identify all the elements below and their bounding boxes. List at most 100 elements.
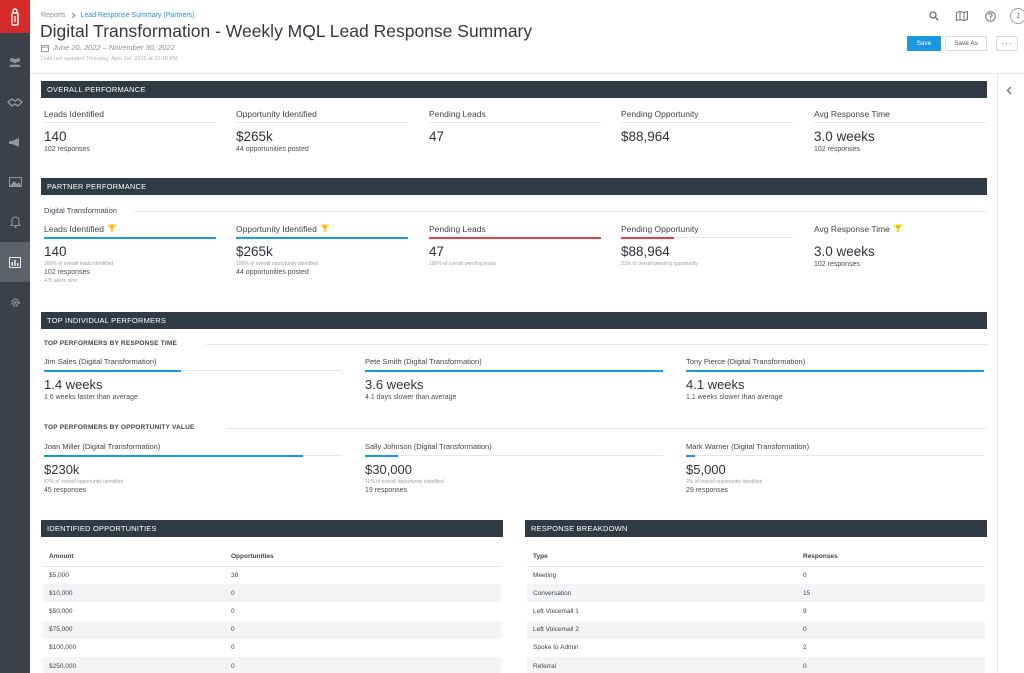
performer-value: 4.1 weeks [686, 377, 745, 392]
overall-pending-opportunity: Pending Opportunity $88,964 [621, 108, 793, 146]
overall-leads-identified: Leads Identified 140 102 responses [44, 108, 216, 153]
save-as-button[interactable]: Save As [945, 36, 987, 51]
table-row: $10,000 0 [43, 584, 501, 603]
performer-percent-note: 2% of overall opportunity identified [686, 479, 763, 485]
table-row: Meeting 0 [527, 566, 985, 585]
stat-divider [429, 122, 601, 123]
performer-value: $230k [44, 462, 80, 477]
collapse-panel-button[interactable] [1006, 82, 1012, 100]
stat-bar-fill [236, 236, 408, 239]
app-logo[interactable] [0, 0, 30, 33]
breadcrumb: Reports Lead Response Summary (Partners) [41, 12, 195, 19]
nav-item-settings[interactable] [0, 282, 30, 322]
stat-label: Opportunity Identified [236, 108, 317, 119]
search-button[interactable] [926, 8, 942, 24]
stat-bar-track [429, 236, 601, 239]
cell-amount: $10,000 [43, 584, 225, 603]
map-icon [956, 11, 968, 21]
column-header-opportunities[interactable]: Opportunities [225, 548, 501, 567]
gear-icon [10, 297, 20, 307]
image-icon [8, 177, 22, 187]
performer-card: Joan Miller (Digital Transformation) $23… [44, 442, 342, 494]
stat-value: $88,964 [621, 244, 670, 259]
help-button[interactable] [982, 8, 998, 24]
stat-bar-track [236, 236, 408, 239]
header-icons: J [926, 8, 1024, 24]
performer-name: Jim Sales (Digital Transformation) [44, 357, 157, 366]
performer-bar-fill [686, 454, 695, 457]
cell-count: 0 [225, 602, 501, 621]
save-button[interactable]: Save [907, 36, 941, 51]
cell-count: 0 [797, 656, 985, 673]
stat-label-row: Opportunity Identified [236, 223, 408, 234]
stat-percent-note: 100% of overall pending leads [429, 261, 496, 267]
column-header-type[interactable]: Type [527, 548, 797, 567]
stat-label-row: Avg Response Time [814, 223, 986, 234]
more-options-button[interactable]: ··· [996, 36, 1018, 51]
user-avatar[interactable]: J [1010, 8, 1024, 24]
stat-value: 140 [44, 129, 67, 144]
performer-bar-track [365, 369, 663, 372]
response-breakdown-table: Type Responses Meeting 0 Conversation 15 L… [527, 548, 985, 673]
stat-extra-note: 475 alerts sent [44, 278, 77, 284]
stat-value: 3.0 weeks [814, 129, 875, 144]
cell-type: Left Voicemail 2 [527, 620, 797, 639]
cell-count: 0 [797, 566, 985, 585]
stat-sub: 102 responses [44, 146, 90, 153]
column-header-responses[interactable]: Responses [797, 548, 985, 567]
users-icon [9, 58, 21, 67]
left-nav [0, 0, 30, 673]
opportunities-table: Amount Opportunities $5,000 38 $10,000 0 $… [43, 548, 501, 673]
performer-value: 3.6 weeks [365, 377, 424, 392]
logo-icon [11, 7, 19, 26]
table-header-row: Type Responses [527, 548, 985, 567]
performer-bar-fill [44, 454, 304, 457]
stat-label-row: Leads Identified [44, 223, 216, 234]
partner-pending-opportunity: Pending Opportunity $88,964 31% of overa… [621, 223, 793, 269]
stat-value: $265k [236, 244, 273, 259]
trophy-icon [108, 224, 116, 234]
performer-percent-note: 87% of overall opportunity identified [44, 479, 124, 485]
performer-name: Sally Johnson (Digital Transformation) [365, 442, 492, 451]
breadcrumb-root[interactable]: Reports [41, 12, 66, 19]
nav-item-partners[interactable] [0, 82, 30, 122]
cell-amount: $75,000 [43, 620, 225, 639]
stat-label: Leads Identified [44, 108, 105, 119]
partner-name-divider [134, 211, 987, 212]
cell-type: Referral [527, 656, 797, 673]
performer-bar-track [44, 454, 342, 457]
table-header-row: Amount Opportunities [43, 548, 501, 567]
performer-sub: 1.6 weeks faster than average [44, 394, 138, 401]
partner-opportunity-identified: Opportunity Identified $265k 100% of ove… [236, 223, 408, 278]
breadcrumb-current[interactable]: Lead Response Summary (Partners) [80, 12, 195, 19]
cell-count: 0 [225, 620, 501, 639]
identified-opportunities-header: IDENTIFIED OPPORTUNITIES [41, 520, 503, 537]
column-header-amount[interactable]: Amount [43, 548, 225, 567]
table-row: Conversation 15 [527, 584, 985, 603]
nav-item-media[interactable] [0, 162, 30, 202]
stat-sub: 102 responses [814, 261, 860, 268]
cell-count: 0 [225, 656, 501, 673]
nav-item-alerts[interactable] [0, 202, 30, 242]
megaphone-icon [9, 138, 19, 147]
chevron-right-icon [71, 12, 76, 19]
performer-bar-fill [686, 369, 984, 372]
stat-sub: 44 opportunities posted [236, 146, 309, 153]
stat-percent-note: 100% of overall opportunity identified [236, 261, 318, 267]
stat-label: Opportunity Identified [236, 223, 317, 234]
table-row: $5,000 38 [43, 566, 501, 585]
map-button[interactable] [954, 8, 970, 24]
table-row: $50,000 0 [43, 602, 501, 621]
nav-item-reports[interactable] [0, 242, 30, 282]
stat-divider [621, 122, 793, 123]
nav-item-contacts[interactable] [0, 42, 30, 82]
date-range[interactable]: June 20, 2022 – November 30, 2022 [41, 43, 175, 52]
table-row: $75,000 0 [43, 620, 501, 639]
performer-name: Joan Miller (Digital Transformation) [44, 442, 161, 451]
nav-item-campaigns[interactable] [0, 122, 30, 162]
stat-bar-track [621, 236, 793, 239]
page-title: Digital Transformation - Weekly MQL Lead… [40, 21, 533, 41]
stat-sub: 102 responses [44, 269, 90, 276]
overall-pending-leads: Pending Leads 47 [429, 108, 601, 146]
